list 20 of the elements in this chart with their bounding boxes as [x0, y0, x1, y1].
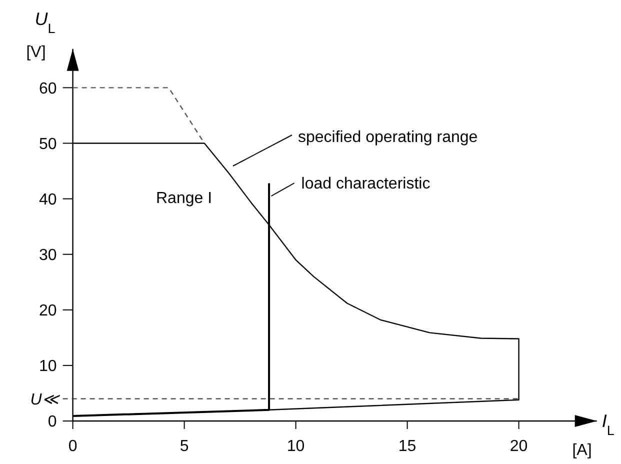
- x-axis-title: I$_{L}$: [602, 411, 615, 438]
- y-tick-label: 20: [39, 302, 57, 320]
- ref-line-label: U≪: [30, 391, 61, 408]
- x-tick-label: 10: [286, 438, 305, 455]
- x-tick-label: 5: [180, 438, 189, 455]
- x-tick-label: 15: [398, 438, 416, 455]
- y-tick-label: 60: [39, 80, 57, 98]
- y-tick-label: 30: [39, 246, 57, 264]
- y-tick-label: 0: [48, 414, 57, 431]
- y-axis-title: U$_{L}$: [34, 8, 56, 36]
- annotation: Range I: [156, 190, 212, 207]
- y-tick-label: 40: [39, 191, 57, 208]
- y-tick-label: 10: [39, 358, 57, 376]
- x-tick-label: 0: [68, 438, 78, 455]
- x-tick-label: 20: [510, 438, 528, 455]
- y-tick-label: 50: [39, 136, 57, 153]
- annotation: specified operating range: [298, 129, 478, 146]
- text: [A]: [572, 442, 592, 459]
- text: [V]: [26, 44, 46, 61]
- annotation: load characteristic: [301, 176, 430, 193]
